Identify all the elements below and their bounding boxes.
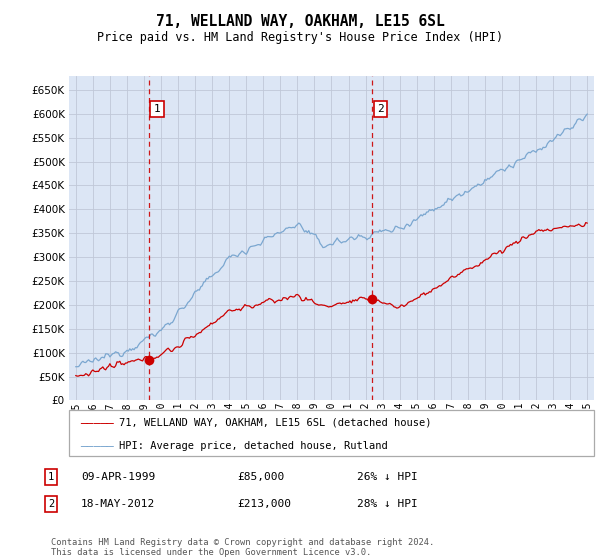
Text: 09-APR-1999: 09-APR-1999 [81, 472, 155, 482]
Text: 1: 1 [48, 472, 54, 482]
Text: Price paid vs. HM Land Registry's House Price Index (HPI): Price paid vs. HM Land Registry's House … [97, 31, 503, 44]
Text: 2: 2 [48, 499, 54, 509]
Text: 71, WELLAND WAY, OAKHAM, LE15 6SL (detached house): 71, WELLAND WAY, OAKHAM, LE15 6SL (detac… [119, 418, 431, 428]
Text: 1: 1 [154, 104, 160, 114]
Text: ─────: ───── [80, 418, 113, 428]
Text: 2: 2 [377, 104, 384, 114]
Text: £213,000: £213,000 [237, 499, 291, 509]
Text: HPI: Average price, detached house, Rutland: HPI: Average price, detached house, Rutl… [119, 441, 388, 451]
Text: 71, WELLAND WAY, OAKHAM, LE15 6SL: 71, WELLAND WAY, OAKHAM, LE15 6SL [155, 14, 445, 29]
Text: ─────: ───── [80, 441, 113, 451]
Text: 18-MAY-2012: 18-MAY-2012 [81, 499, 155, 509]
Text: 28% ↓ HPI: 28% ↓ HPI [357, 499, 418, 509]
Text: Contains HM Land Registry data © Crown copyright and database right 2024.
This d: Contains HM Land Registry data © Crown c… [51, 538, 434, 557]
Text: £85,000: £85,000 [237, 472, 284, 482]
Text: 26% ↓ HPI: 26% ↓ HPI [357, 472, 418, 482]
